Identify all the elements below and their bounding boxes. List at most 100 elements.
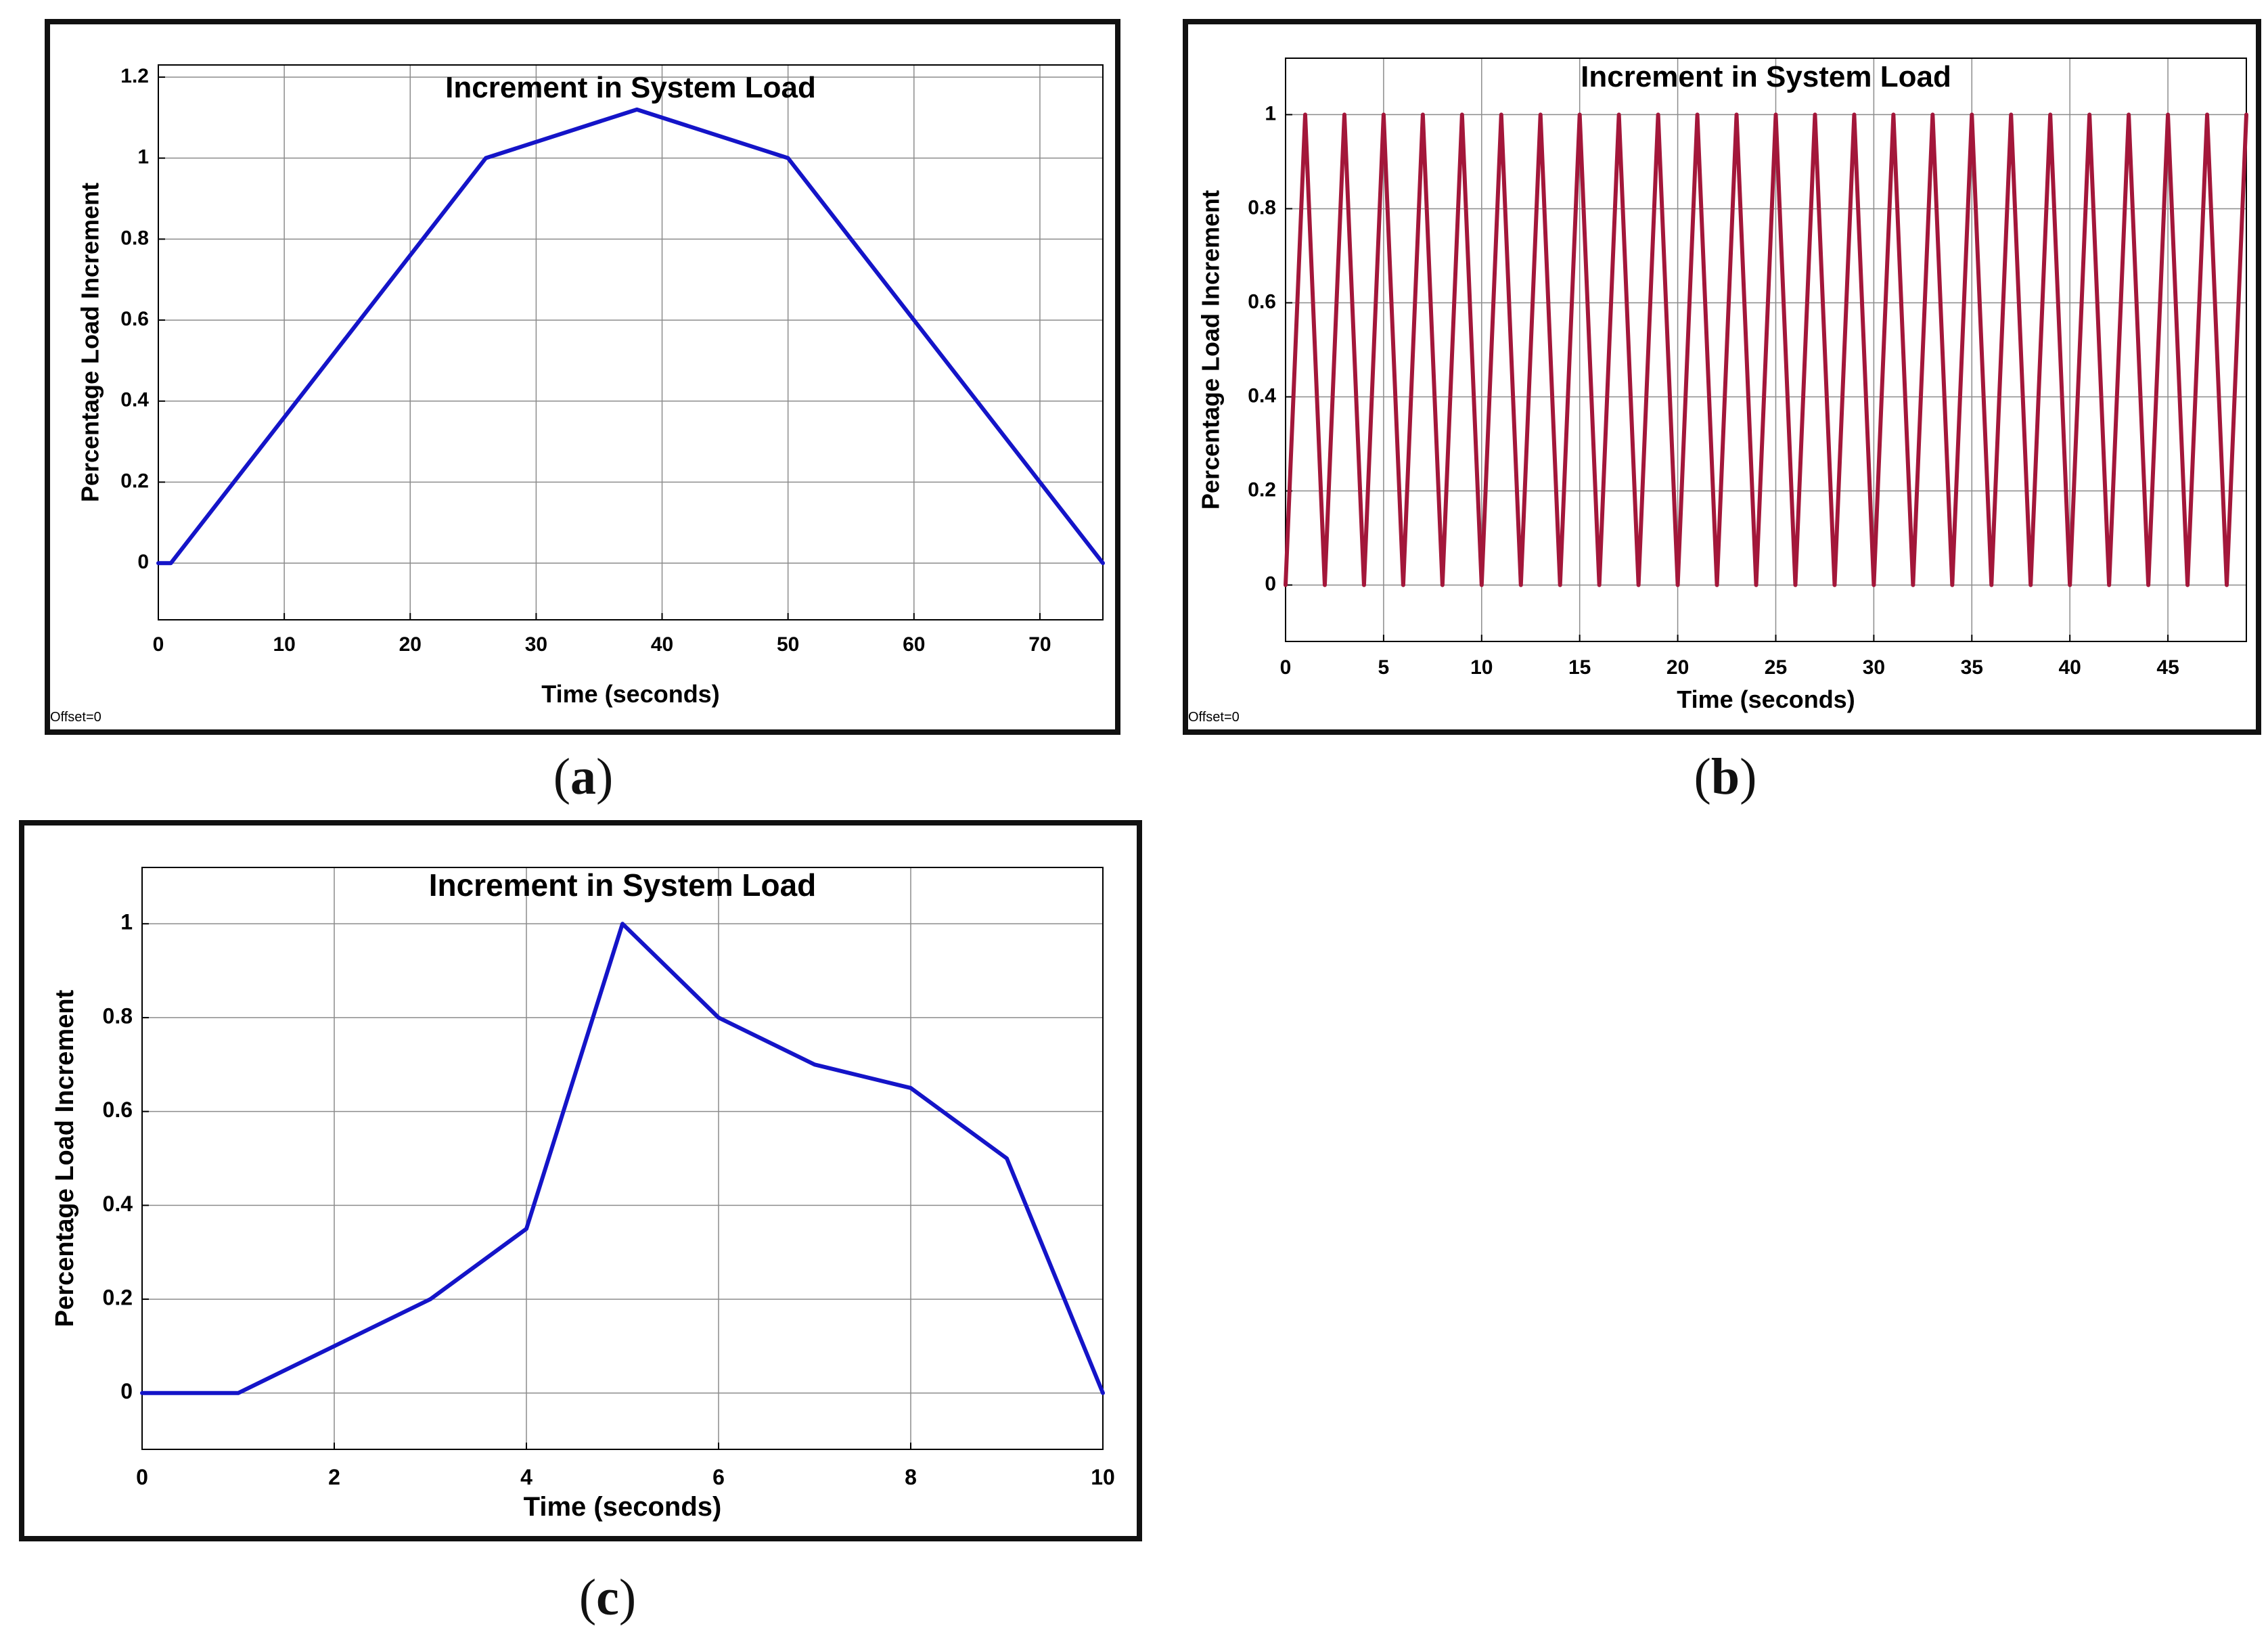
data-point [2167,114,2169,116]
caption-a-open: ( [553,748,570,805]
y-tick-label: 0 [1265,573,1276,595]
x-tick-label: 25 [1765,656,1787,679]
chart-panel-b: 0 5 10 15 20 25 30 35 40 45 0 0.2 0.4 0.6 0.8 1 Incremen… [1183,19,2261,735]
y-tick-label: 0.6 [103,1098,133,1122]
x-tick-label: 40 [2058,656,2081,679]
y-tick-label: 0 [120,1379,133,1403]
data-point [1422,114,1424,116]
x-tick-label: 0 [1280,656,1292,679]
axes-box [158,64,1104,620]
y-tick-label: 0.2 [120,470,149,492]
series-line-0 [156,107,1105,566]
chart-panel-a: 0 10 20 30 40 50 60 70 0 0.2 0.4 0.6 0.8 1 1.2 Incremen… [45,19,1120,735]
data-point [2206,114,2208,116]
offset-note: Offset=0 [50,710,101,725]
x-tick-label: 45 [2156,656,2179,679]
caption-b-close: ) [1740,748,1757,805]
data-point [1383,114,1384,116]
x-tick-label: 50 [777,633,799,656]
y-tick-label: 1 [1265,102,1276,125]
plot-area [142,867,1103,1449]
x-axis-label: Time (seconds) [541,680,719,708]
data-point [1102,562,1104,564]
data-point [910,1087,911,1089]
x-axis-label: Time (seconds) [524,1492,722,1522]
y-tick-label: 1.2 [120,65,149,87]
caption-c-close: ) [618,1569,637,1626]
data-point [814,1064,815,1065]
panel-caption-c: (c) [506,1568,709,1627]
y-tick-label: 0.6 [1248,290,1276,313]
series-line-0 [1284,112,2248,587]
x-tick-label: 20 [399,633,422,656]
y-tick-label: 0.8 [103,1003,133,1028]
data-point [1696,114,1698,116]
axes-box [1285,58,2247,642]
data-point [1736,114,1738,116]
chart-title: Increment in System Load [429,867,817,903]
x-tick-label: 40 [651,633,673,656]
y-tick-label: 1 [137,146,149,168]
chart-title: Increment in System Load [1581,60,1951,93]
caption-c-open: ( [579,1569,597,1626]
y-tick-label: 0.2 [1248,478,1276,501]
caption-b-open: ( [1694,748,1711,805]
y-tick-label: 1 [120,910,133,934]
y-axis-label: Percentage Load Increment [76,183,104,502]
chart-a-svg: 0 10 20 30 40 50 60 70 0 0.2 0.4 0.6 0.8 1 1.2 Incremen… [50,64,1105,725]
x-tick-label: 30 [525,633,547,656]
data-point [1540,114,1541,116]
caption-c-letter: c [596,1569,619,1626]
panel-caption-a: (a) [482,748,685,807]
x-tick-label: 15 [1568,656,1591,679]
x-tick-label: 8 [905,1465,917,1489]
data-point [1892,114,1894,116]
chart-panel-c: 0 2 4 6 8 10 0 0.2 0.4 0.6 0.8 1 Increment in System… [19,820,1142,1541]
x-tick-label: 10 [273,633,295,656]
y-axis-label: Percentage Load Increment [1197,190,1225,510]
caption-a-close: ) [596,748,614,805]
x-tick-label: 60 [903,633,925,656]
y-tick-label: 0.4 [120,389,149,411]
x-tick-label: 0 [136,1465,148,1489]
x-tick-label: 2 [328,1465,340,1489]
caption-b-letter: b [1710,748,1740,805]
x-tick-label: 10 [1091,1465,1115,1489]
data-point [2049,114,2051,116]
x-tick-label: 0 [153,633,164,656]
x-tick-label: 4 [520,1465,532,1489]
caption-a-letter: a [570,748,596,805]
chart-b-svg: 0 5 10 15 20 25 30 35 40 45 0 0.2 0.4 0.6 0.8 1 Incremen… [1188,58,2248,725]
y-tick-label: 0.8 [1248,196,1276,219]
y-tick-label: 0 [137,551,149,573]
x-tick-label: 30 [1863,656,1885,679]
data-point [2010,114,2012,116]
data-point [1853,114,1855,116]
x-tick-label: 35 [1961,656,1983,679]
panel-caption-b: (b) [1624,748,1827,807]
offset-note: Offset=0 [1188,710,1240,725]
y-axis-label: Percentage Load Increment [51,989,79,1327]
axes-box [141,867,1104,1450]
data-point [1461,114,1463,116]
x-axis-label: Time (seconds) [1677,685,1855,713]
plot-area [158,65,1103,620]
data-point [2089,114,2090,116]
x-tick-label: 6 [712,1465,725,1489]
data-point [1618,114,1620,116]
x-tick-label: 5 [1378,656,1390,679]
data-point [1775,114,1777,116]
y-tick-label: 0.6 [120,308,149,330]
y-tick-label: 0.2 [103,1286,133,1310]
chart-title: Increment in System Load [445,71,816,104]
y-tick-label: 0.8 [120,227,149,249]
y-tick-label: 0.4 [103,1192,133,1216]
data-point [1579,114,1581,116]
data-point [1932,114,1933,116]
y-tick-label: 0.4 [1248,384,1276,407]
data-point [718,1017,719,1018]
x-tick-label: 20 [1666,656,1689,679]
x-tick-label: 10 [1470,656,1493,679]
x-tick-label: 70 [1028,633,1051,656]
